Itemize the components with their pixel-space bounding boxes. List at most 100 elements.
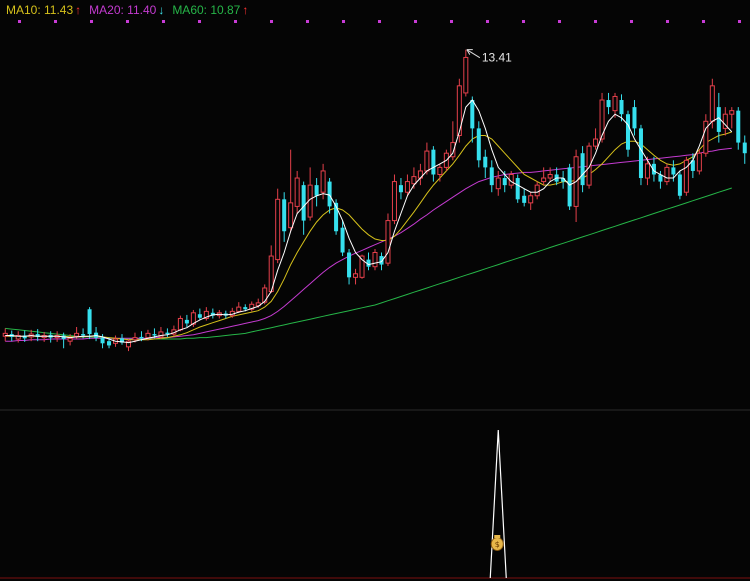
- arrow-up-icon: ↑: [75, 3, 82, 17]
- candle-body: [729, 110, 735, 115]
- candle-body: [541, 177, 547, 183]
- candle-body: [632, 107, 637, 129]
- candle-body: [301, 185, 306, 221]
- legend-ma20: MA20: 11.40 ↓: [89, 3, 164, 17]
- candle-body: [476, 128, 481, 161]
- candle-body: [177, 317, 183, 331]
- candle-body: [294, 177, 300, 207]
- candle-body: [593, 138, 599, 147]
- candle-body: [22, 335, 27, 339]
- candle-body: [87, 309, 92, 335]
- ma-legend: MA10: 11.43 ↑ MA20: 11.40 ↓ MA60: 10.87 …: [6, 3, 248, 17]
- candle-body: [522, 195, 527, 203]
- candle-body: [359, 255, 365, 278]
- candle-body: [184, 319, 189, 324]
- marker-dot: [666, 20, 669, 23]
- candle-body: [210, 312, 215, 316]
- legend-ma10-label: MA10: 11.43: [6, 3, 74, 17]
- marker-dot: [18, 20, 21, 23]
- ma10-line: [5, 131, 732, 341]
- candle-body: [671, 167, 676, 175]
- candle-body: [483, 156, 488, 168]
- candle-body: [515, 178, 520, 200]
- candle-body: [158, 331, 164, 338]
- candle-body: [502, 178, 507, 186]
- candle-body: [366, 259, 371, 267]
- marker-dot: [522, 20, 525, 23]
- marker-dot: [162, 20, 165, 23]
- candle-body: [74, 332, 80, 337]
- high-marker-group: 13.41: [466, 49, 512, 65]
- arrow-up-icon: ↑: [242, 3, 249, 17]
- candle-body: [495, 177, 501, 190]
- candle-body: [606, 100, 611, 108]
- candle-body: [599, 99, 605, 140]
- candle-body: [567, 167, 572, 207]
- marker-dot: [414, 20, 417, 23]
- candle-body: [404, 181, 410, 193]
- candle-body: [340, 227, 345, 253]
- candle-body: [677, 174, 682, 196]
- candle-body: [431, 149, 436, 175]
- candle-body: [644, 163, 650, 179]
- candle-body: [288, 202, 294, 229]
- candle-body: [119, 338, 125, 343]
- candle-body: [742, 142, 747, 154]
- candle-body: [145, 332, 151, 339]
- marker-dot: [234, 20, 237, 23]
- high-marker-arrowhead: [466, 49, 473, 55]
- candle-body: [664, 166, 670, 183]
- candle-body: [314, 185, 319, 196]
- candle-body: [243, 307, 248, 310]
- candle-body: [534, 184, 540, 197]
- marker-dot: [450, 20, 453, 23]
- candle-body: [709, 85, 715, 122]
- marker-dot: [594, 20, 597, 23]
- signal-group: $: [489, 429, 507, 579]
- candle-body: [586, 145, 592, 186]
- candle-body: [67, 337, 73, 342]
- candle-body: [619, 100, 624, 115]
- marker-dot: [198, 20, 201, 23]
- candle-body: [690, 160, 695, 171]
- candle-body: [625, 114, 631, 150]
- candle-body: [411, 176, 417, 185]
- candle-body: [398, 185, 403, 193]
- candle-body: [638, 128, 643, 179]
- candle-body: [320, 170, 326, 193]
- marker-dot: [558, 20, 561, 23]
- candle-body: [190, 312, 196, 325]
- marker-dot: [378, 20, 381, 23]
- candle-body: [372, 252, 378, 268]
- candle-body: [424, 150, 430, 172]
- marker-dots: [18, 20, 741, 23]
- candle-body: [683, 159, 689, 193]
- candle-body: [125, 340, 132, 348]
- candle-body: [35, 334, 40, 337]
- candle-body: [651, 163, 656, 175]
- ma5-line: [5, 99, 733, 344]
- ma20-line-group: [5, 147, 732, 342]
- legend-ma60: MA60: 10.87 ↑: [172, 3, 248, 17]
- candle-body: [580, 153, 585, 186]
- candle-body: [334, 202, 339, 232]
- candle-body: [703, 120, 709, 154]
- candle-body: [282, 199, 287, 232]
- high-marker-label: 13.41: [482, 51, 512, 65]
- candle-body: [561, 178, 566, 182]
- marker-dot: [342, 20, 345, 23]
- legend-ma60-label: MA60: 10.87: [172, 3, 241, 17]
- candle-body: [470, 100, 475, 129]
- candle-body: [547, 173, 553, 179]
- high-marker-leader: [466, 49, 481, 59]
- signal-spike: [489, 429, 507, 579]
- candle-body: [489, 167, 494, 186]
- candle-body: [100, 337, 105, 344]
- money-bag-icon-tie: [494, 535, 501, 538]
- candle-body: [2, 332, 8, 337]
- candle-body: [139, 336, 144, 339]
- marker-dot: [306, 20, 309, 23]
- marker-dot: [54, 20, 57, 23]
- legend-ma20-label: MA20: 11.40: [89, 3, 157, 17]
